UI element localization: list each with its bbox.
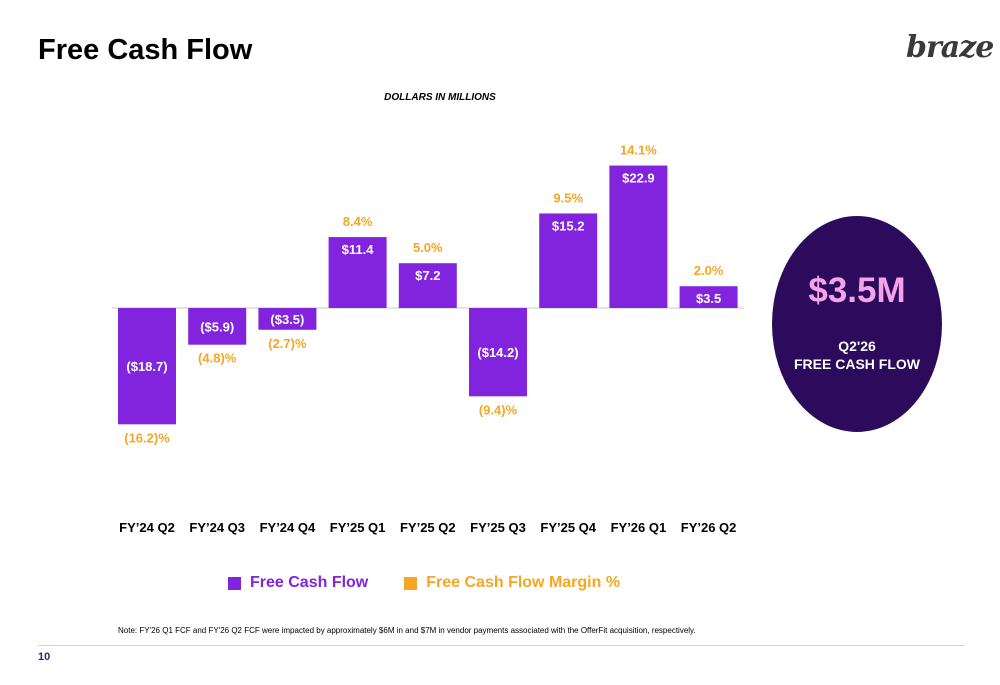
bar-fcf xyxy=(469,308,527,397)
category-label: FY’25 Q2 xyxy=(400,520,456,535)
category-label: FY’24 Q4 xyxy=(260,520,316,535)
legend-label-fcf: Free Cash Flow xyxy=(250,574,369,591)
legend-item-fcf: Free Cash Flow xyxy=(228,574,368,592)
callout-period: Q2'26 xyxy=(838,338,876,354)
bar-fcf xyxy=(398,263,457,308)
bar-fcf xyxy=(188,308,247,345)
callout-value: $3.5M xyxy=(808,271,906,310)
bar-value-label: ($14.2) xyxy=(477,345,518,360)
page-number: 10 xyxy=(38,651,51,663)
bar-fcf xyxy=(118,308,176,425)
category-label: FY’26 Q2 xyxy=(681,520,737,535)
category-label: FY’25 Q1 xyxy=(330,520,386,535)
bar-value-label: ($18.7) xyxy=(126,359,167,374)
margin-label: (2.7)% xyxy=(268,336,307,351)
margin-label: 9.5% xyxy=(553,190,583,205)
bar-value-label: $22.9 xyxy=(622,171,655,186)
legend-label-margin: Free Cash Flow Margin % xyxy=(426,574,621,591)
bar-value-label: $15.2 xyxy=(552,218,585,233)
bar-value-label: $11.4 xyxy=(342,242,375,257)
footer-divider xyxy=(38,645,964,646)
margin-label: (4.8)% xyxy=(198,351,237,366)
bar-fcf xyxy=(679,286,738,308)
category-label: FY’24 Q2 xyxy=(119,520,175,535)
category-label: FY’25 Q3 xyxy=(470,520,526,535)
fcf-callout-bubble: $3.5M Q2'26 FREE CASH FLOW xyxy=(772,216,942,432)
bar-value-label: ($5.9) xyxy=(200,319,234,334)
margin-label: (16.2)% xyxy=(124,430,170,445)
units-label: DOLLARS IN MILLIONS xyxy=(384,92,496,103)
legend-item-margin: Free Cash Flow Margin % xyxy=(404,574,620,592)
margin-label: (9.4)% xyxy=(479,402,518,417)
callout-metric: FREE CASH FLOW xyxy=(794,356,920,372)
callout-subtitle: Q2'26 FREE CASH FLOW xyxy=(772,337,942,373)
bar-value-label: ($3.5) xyxy=(270,312,304,327)
bar-fcf xyxy=(328,237,387,308)
footnote: Note: FY'26 Q1 FCF and FY'26 Q2 FCF were… xyxy=(118,626,696,635)
margin-label: 5.0% xyxy=(413,240,443,255)
bar-value-label: $3.5 xyxy=(696,291,721,306)
margin-label: 8.4% xyxy=(343,214,373,229)
category-label: FY’26 Q1 xyxy=(611,520,667,535)
chart-legend: Free Cash Flow Free Cash Flow Margin % xyxy=(228,574,656,592)
category-label: FY’24 Q3 xyxy=(189,520,245,535)
bar-value-label: $7.2 xyxy=(415,268,440,283)
margin-label: 2.0% xyxy=(694,263,724,278)
braze-logo: braze xyxy=(906,30,994,65)
legend-swatch-fcf xyxy=(228,576,241,590)
bar-fcf xyxy=(609,165,668,308)
slide-title: Free Cash Flow xyxy=(38,34,253,66)
bar-fcf xyxy=(539,213,598,308)
bar-fcf xyxy=(258,308,317,330)
legend-swatch-margin xyxy=(404,576,418,590)
margin-label: 14.1% xyxy=(620,143,657,158)
category-label: FY’25 Q4 xyxy=(540,520,596,535)
